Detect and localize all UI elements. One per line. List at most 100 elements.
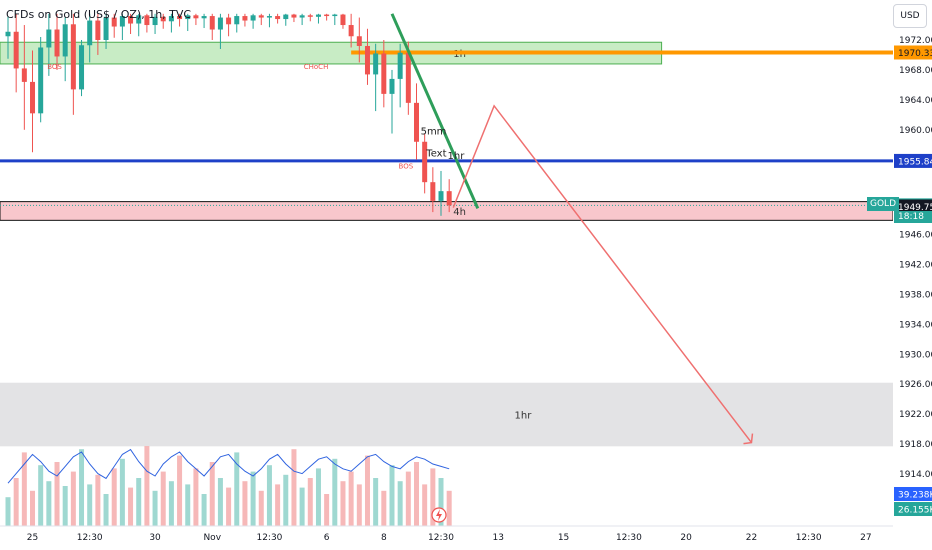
candle-body: [258, 15, 264, 18]
candle: [5, 16, 11, 59]
price-tick-label: 1918.00: [899, 440, 932, 450]
candle-body: [405, 52, 411, 103]
candle-body: [30, 81, 36, 114]
volume-bar: [356, 484, 362, 526]
candle: [95, 13, 101, 55]
candle-body: [234, 16, 240, 25]
candle-body: [348, 25, 354, 37]
candle-body: [324, 14, 330, 17]
volume-bar: [103, 494, 109, 526]
volume-bar: [250, 471, 256, 526]
candle: [144, 13, 150, 33]
zone-4h: [0, 201, 894, 221]
volume-bar: [209, 462, 215, 526]
zone-label-1h: 1h: [453, 49, 466, 60]
candle: [87, 13, 93, 63]
price-tick-label: 1972.00: [899, 36, 932, 46]
candle: [54, 13, 60, 70]
volume-label: 26.155K: [898, 506, 932, 516]
time-tick-label: 12:30: [428, 533, 454, 543]
candle-body: [299, 15, 305, 18]
volume-bar: [422, 484, 428, 526]
candle: [430, 167, 436, 213]
candle-body: [5, 31, 11, 37]
candle-body: [242, 16, 248, 21]
candle: [217, 13, 223, 49]
zone-label-4h: 4h: [453, 207, 466, 218]
chart-title: CFDs on Gold (US$ / OZ), 1h, TVC: [6, 8, 192, 21]
candle-body: [422, 141, 428, 183]
volume-bar: [299, 487, 305, 526]
time-tick-label: 13: [492, 533, 503, 543]
time-tick-label: 12:30: [77, 533, 103, 543]
candle-body: [438, 191, 444, 201]
candle: [381, 40, 387, 108]
price-label-bg: [894, 153, 932, 168]
volume-ma-line: [7, 448, 450, 484]
price-axis: 1972.001968.001964.001960.001956.001946.…: [431, 0, 932, 550]
time-axis-bg: [0, 526, 893, 550]
volume-bar: [119, 458, 125, 526]
price-label-orange: 1970.33: [898, 49, 932, 59]
price-label-dark: 1949.75: [898, 203, 932, 213]
volume-label-bg: [894, 502, 932, 516]
candle-body: [144, 15, 150, 26]
candle-body: [209, 16, 215, 30]
volume-bar: [381, 490, 387, 526]
bar-countdown: 18:18: [894, 211, 932, 223]
candle: [21, 25, 27, 130]
volume-bar: [446, 490, 452, 526]
volume-bar: [291, 449, 297, 526]
price-tick-label: 1922.00: [899, 410, 932, 420]
candle-body: [111, 17, 117, 27]
currency-button[interactable]: USD: [893, 4, 927, 28]
price-label-bg: [894, 199, 932, 214]
volume-bar: [87, 484, 93, 526]
volume-bar: [136, 478, 142, 526]
volume-bar: [266, 465, 272, 526]
candle-body: [397, 52, 403, 79]
candle-body: [283, 14, 289, 20]
candle: [438, 170, 444, 216]
time-tick-label: Nov: [203, 533, 221, 543]
candle-body: [381, 53, 387, 94]
time-tick-label: 12:30: [796, 533, 822, 543]
candle: [422, 133, 428, 194]
volume-bar: [258, 490, 264, 526]
candle-body: [446, 191, 452, 206]
candle-body: [193, 15, 199, 19]
candle-body: [21, 68, 27, 82]
candle: [201, 13, 207, 29]
volume-bar: [62, 486, 68, 526]
price-tick-label: 1946.00: [899, 231, 932, 241]
time-tick-label: 12:30: [616, 533, 642, 543]
candle-body: [46, 29, 52, 48]
price-tick-label: 1960.00: [899, 126, 932, 136]
volume-bar: [46, 481, 52, 526]
candle-body: [201, 16, 207, 19]
candle: [185, 13, 191, 32]
volume-bar: [168, 481, 174, 526]
time-tick-label: 20: [680, 533, 692, 543]
candle: [332, 13, 338, 26]
candle-body: [185, 15, 191, 20]
volume-bar: [242, 481, 248, 526]
volume-bar: [405, 471, 411, 526]
volume-bar: [275, 484, 281, 526]
time-tick-label: 22: [746, 533, 757, 543]
candle: [364, 28, 370, 85]
lightning-icon-bolt: [436, 509, 442, 521]
candle: [315, 13, 321, 24]
candle: [258, 13, 264, 26]
annotation-label: Text: [425, 149, 446, 160]
volume-bar: [438, 478, 444, 526]
time-tick-label: 15: [558, 533, 569, 543]
volume-bar: [152, 490, 158, 526]
candle: [250, 13, 256, 29]
candle-body: [13, 31, 19, 69]
volume-label-bg: [894, 487, 932, 501]
price-tick-label: 1926.00: [899, 380, 932, 390]
candle-body: [275, 16, 281, 20]
